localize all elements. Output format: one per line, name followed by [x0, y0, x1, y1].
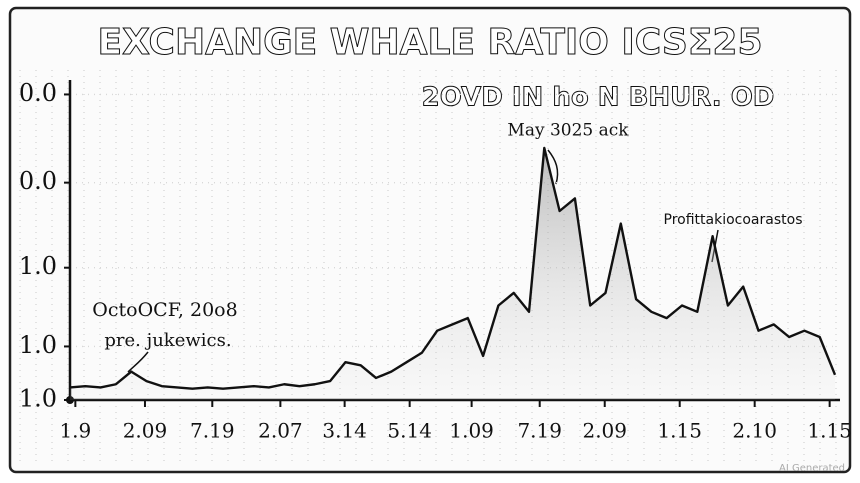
- x-tick-label: 7.19: [517, 419, 562, 443]
- x-tick-label: 1.15: [657, 419, 702, 443]
- y-tick-label: 1.0: [19, 252, 57, 280]
- annotation: Profittakiocoarastos: [664, 212, 803, 228]
- x-tick-label: 7.19: [190, 419, 235, 443]
- annotation-arrow: [547, 149, 559, 185]
- annotation: OctoOCF, 20o8: [92, 299, 237, 321]
- x-tick-label: 2.10: [732, 419, 777, 443]
- x-tick-label: 5.14: [387, 419, 432, 443]
- annotation: pre. jukewics.: [104, 330, 231, 351]
- x-tick-label: 2.09: [123, 419, 168, 443]
- chart-title: EXCHANGE WHALE RATIO ICSΣ25: [97, 22, 762, 63]
- x-tick-label: 1.09: [449, 419, 494, 443]
- x-tick-label: 1.15: [807, 419, 852, 443]
- line: [69, 146, 837, 390]
- frame: [8, 6, 852, 474]
- chart-subtitle: 2OVD IN ho N BHUR. OD: [422, 83, 775, 113]
- x-tick-label: 3.14: [322, 419, 367, 443]
- x-tick-label: 1.9: [59, 419, 91, 443]
- y-tick-label: 0.0: [19, 167, 57, 195]
- annotation-arrow: [127, 351, 149, 373]
- annotation: May 3025 ack: [507, 121, 629, 141]
- y-tick-label: 1.0: [19, 331, 57, 359]
- x-tick-label: 2.07: [258, 419, 303, 443]
- y-tick-label: 0.0: [19, 79, 57, 107]
- x-tick-label: 2.09: [582, 419, 627, 443]
- watermark: AI Generated: [779, 463, 845, 474]
- line-shadow: [70, 148, 835, 400]
- y-tick-label: 1.0: [19, 385, 57, 413]
